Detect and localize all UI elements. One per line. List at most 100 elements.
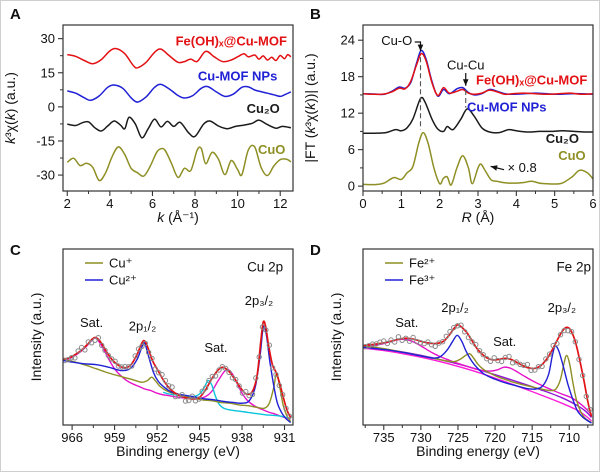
annotation-peak-2p32: 2p₃/₂ — [548, 300, 576, 315]
data-point — [115, 363, 122, 369]
annotation-peak-cu-o: Cu-O — [381, 33, 412, 48]
data-point — [139, 343, 145, 350]
series-raw — [363, 322, 593, 413]
series-cuo — [66, 144, 292, 182]
annotation-label-feoh-cu-mof: Fe(OH)ₓ@Cu-MOF — [476, 73, 587, 88]
arrow-head-icon — [417, 44, 424, 52]
data-point — [476, 348, 483, 354]
y-tick-label: -30 — [36, 168, 55, 183]
panel-a-label: A — [10, 6, 21, 23]
data-point — [135, 346, 142, 352]
data-point — [172, 393, 179, 400]
x-tick-label: 4 — [513, 196, 520, 211]
panel-b: B 0 1 2 3 4 5 6 24 18 12 6 0 R (Å) |FT (k³χ(k))| (a.u… — [301, 1, 600, 237]
data-point — [85, 339, 92, 345]
data-point — [425, 339, 431, 345]
data-point — [102, 347, 108, 354]
data-point — [572, 339, 578, 345]
panel-d-label: D — [310, 242, 321, 259]
y-tick-label: 30 — [41, 31, 55, 46]
data-point — [236, 383, 242, 389]
x-tick-label: 735 — [373, 430, 395, 445]
annotation-label-cu2o: Cu₂O — [247, 101, 280, 116]
data-point — [532, 367, 538, 373]
series-cuo — [363, 131, 593, 186]
data-point — [82, 347, 88, 353]
data-point — [132, 353, 138, 359]
data-point — [249, 391, 256, 398]
y-tick-label: 24 — [341, 33, 355, 48]
x-tick-label: 4 — [106, 196, 113, 211]
data-point — [480, 352, 486, 358]
data-point — [259, 324, 266, 330]
data-point — [473, 341, 479, 348]
legend-label: Fe²⁺ — [409, 256, 435, 271]
data-point — [199, 388, 205, 395]
x-axis-title: Binding energy (eV) — [416, 443, 540, 459]
data-point — [535, 364, 542, 370]
panel-b-label: B — [310, 6, 321, 23]
x-axis-title: Binding energy (eV) — [116, 443, 240, 459]
annotation-panel-title: Cu 2p — [247, 260, 283, 275]
annotation-peak-2p12: 2p₁/₂ — [441, 300, 469, 315]
series-layer — [363, 49, 593, 186]
data-point — [176, 393, 182, 399]
annotations: Cu-O Cu-Cu × 0.8 Fe(OH)ₓ@Cu-MOF Cu-MOF NPs Cu… — [381, 33, 587, 175]
data-point — [68, 355, 75, 361]
y-tick-label: 6 — [348, 142, 355, 157]
data-point — [557, 332, 564, 338]
data-point — [410, 334, 416, 341]
annotation-panel-title: Fe 2p — [556, 260, 591, 275]
annotation-peak-2p32: 2p₃/₂ — [245, 293, 273, 308]
annotation-sat-1: Sat. — [395, 315, 418, 330]
data-point — [395, 334, 402, 340]
series-satellite — [363, 338, 593, 416]
data-point — [122, 363, 128, 370]
axes: 735 730 725 720 715 710 — [364, 425, 589, 445]
data-point — [226, 369, 232, 376]
data-point — [273, 371, 279, 378]
data-point — [166, 383, 172, 389]
data-point — [152, 366, 159, 372]
x-tick-label: 8 — [191, 196, 198, 211]
data-point — [539, 363, 545, 370]
data-point — [580, 372, 586, 379]
data-point — [554, 340, 560, 347]
data-point — [495, 357, 501, 364]
data-point — [223, 365, 229, 372]
x-tick-label: 6 — [589, 196, 596, 211]
data-point — [182, 398, 189, 404]
data-point — [484, 356, 490, 362]
data-point — [99, 342, 105, 349]
series-feoh-cu-mof — [67, 47, 292, 69]
data-point — [276, 382, 282, 389]
data-point — [432, 343, 438, 350]
series-layer — [63, 320, 293, 424]
series-fe2-plus — [363, 345, 592, 424]
x-tick-label: 2 — [436, 196, 443, 211]
data-point — [587, 406, 593, 413]
annotation-label-cu2o: Cu₂O — [546, 131, 579, 146]
x-tick-label: 5 — [551, 196, 558, 211]
data-point — [381, 338, 387, 344]
data-point — [253, 375, 259, 381]
data-point — [95, 335, 102, 341]
y-axis-title: Intensity (a.u.) — [328, 293, 344, 382]
legend-label: Fe³⁺ — [409, 273, 435, 288]
data-point — [196, 396, 202, 402]
data-point — [202, 385, 209, 391]
x-tick-label: 715 — [521, 430, 543, 445]
series-cu-mof-nps — [67, 83, 292, 103]
data-point — [162, 377, 169, 384]
x-tick-label: 1 — [398, 196, 405, 211]
x-tick-label: 931 — [274, 430, 296, 445]
data-point — [179, 392, 185, 398]
data-point — [392, 339, 398, 345]
data-point — [280, 392, 286, 398]
data-point — [568, 329, 575, 335]
annotation-peak-cu-cu: Cu-Cu — [447, 57, 485, 72]
data-point — [406, 338, 413, 344]
